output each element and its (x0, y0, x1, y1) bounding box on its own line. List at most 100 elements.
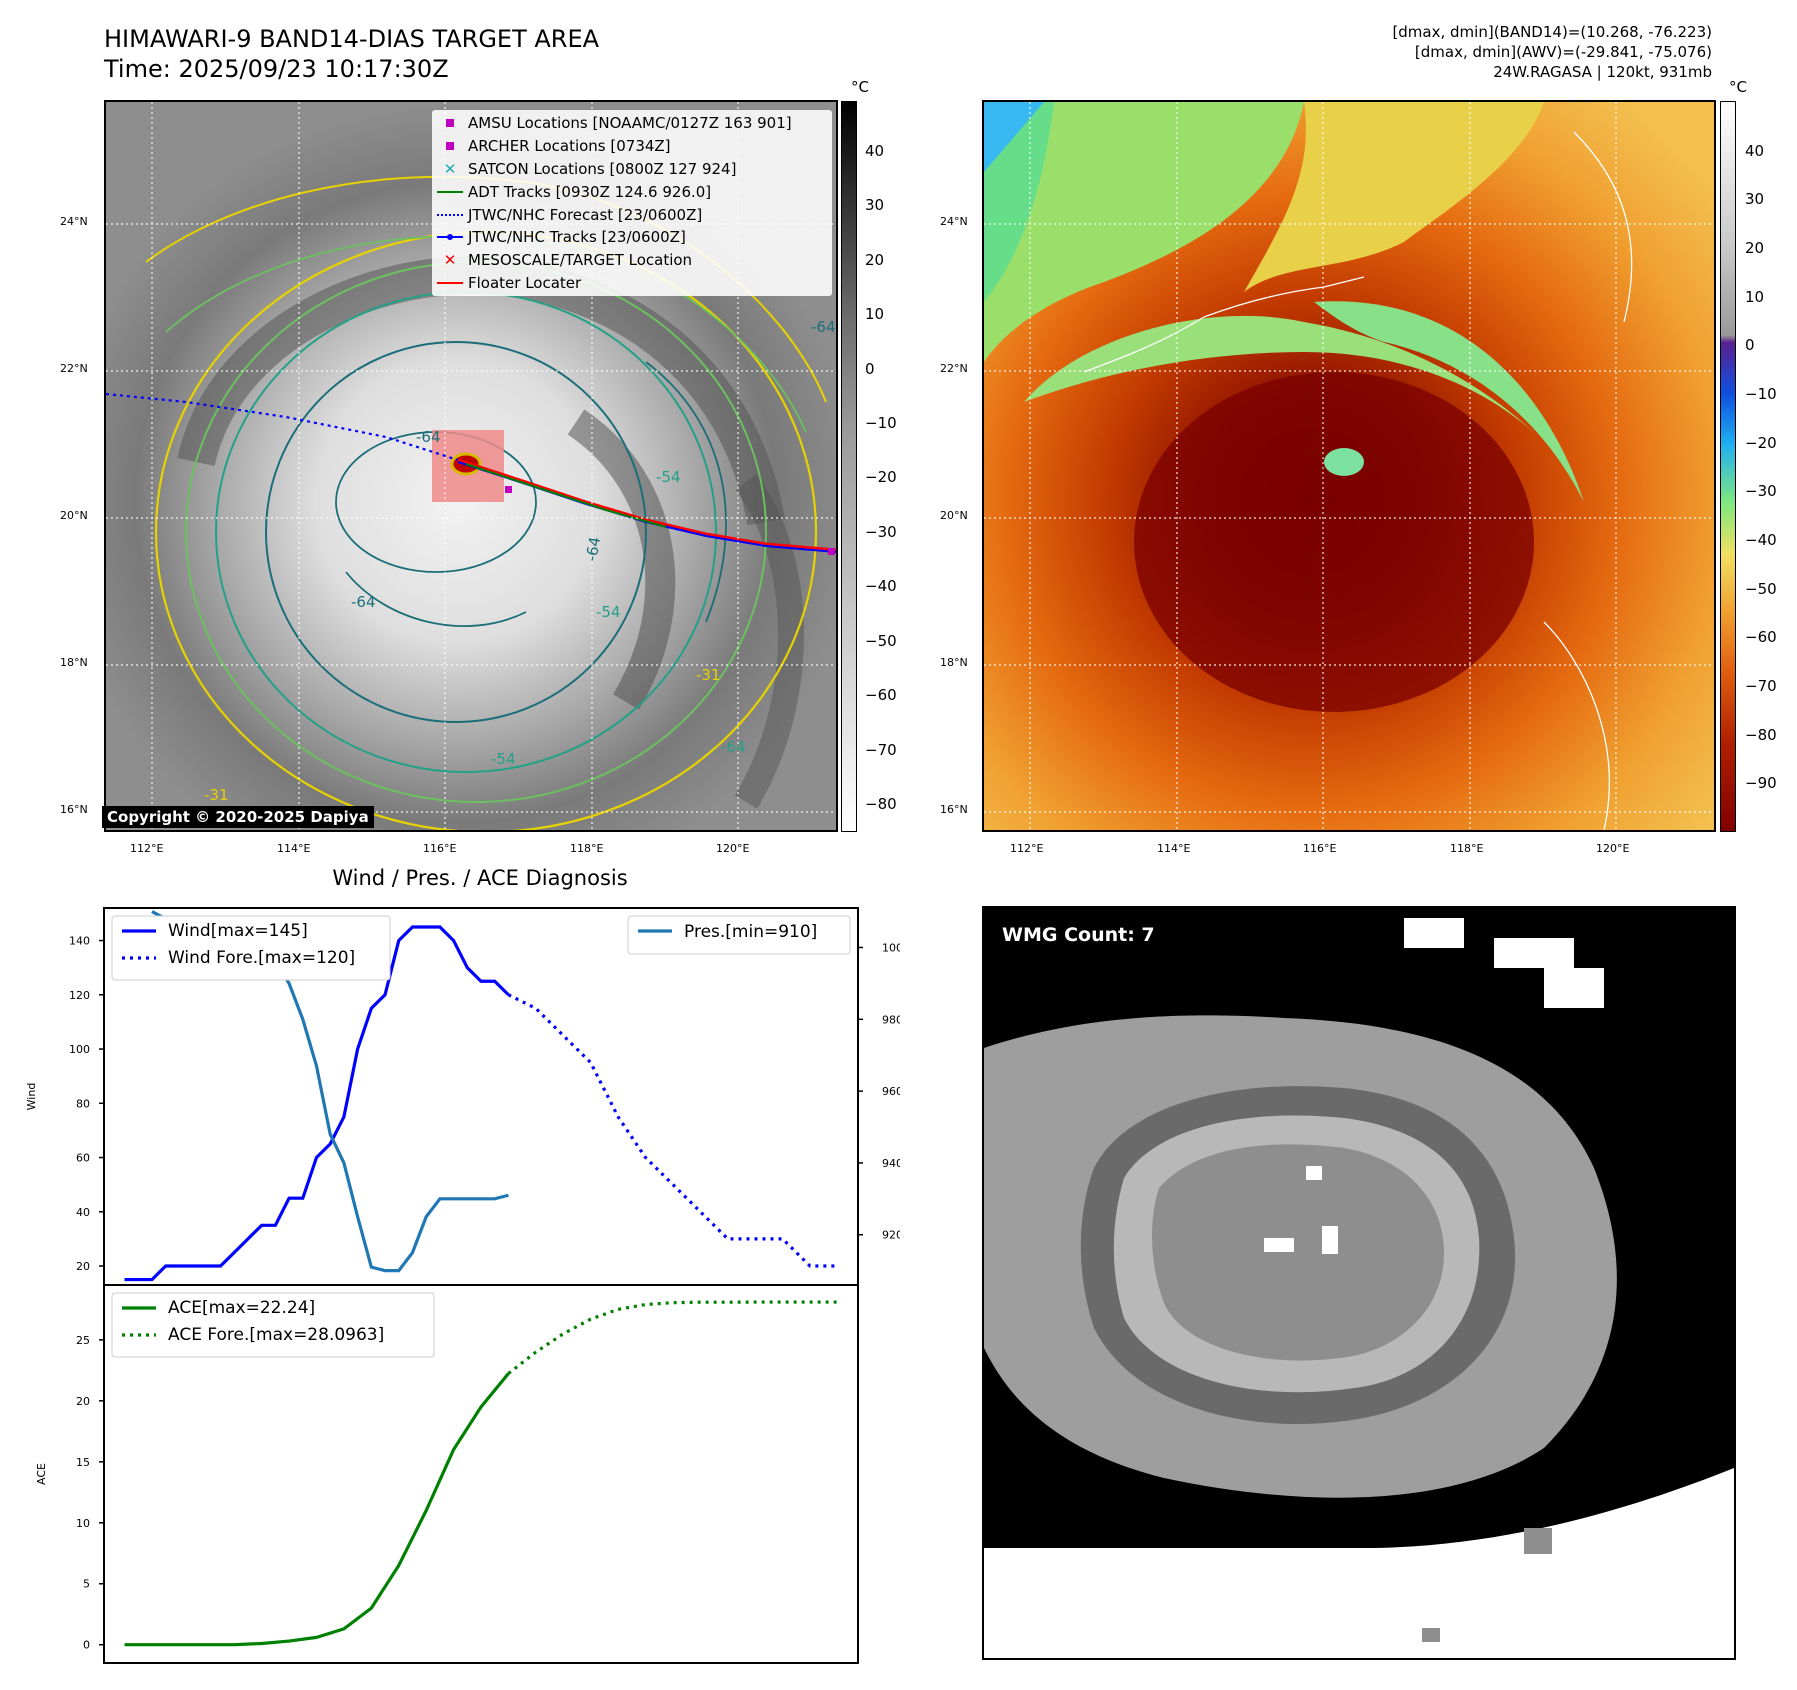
pressure-y-tick-label: 920 (882, 1229, 900, 1242)
lat-label: 18°N (940, 656, 968, 669)
cbar-tick: 30 (1745, 190, 1765, 208)
wind-y-tick-label: 20 (76, 1260, 90, 1273)
lon-label: 112°E (130, 842, 164, 855)
wind-pressure-plot: 20 40 60 80 100 120 140 920 940 960 980 1000 Wind Pre… (25, 907, 900, 1286)
legend-label: ADT Tracks [0930Z 124.6 926.0] (468, 182, 712, 201)
legend-label: MESOSCALE/TARGET Location (468, 251, 693, 270)
cbar-tick: 10 (865, 305, 885, 323)
ace-plot: 0 5 10 15 20 25 ACE ACE[max=22.24] ACE Fore.[max… (35, 1284, 859, 1664)
legend-label: JTWC/NHC Forecast [23/0600Z] (468, 205, 703, 224)
cbar-tick: 0 (865, 360, 875, 378)
wmg-svg (984, 908, 1734, 1642)
ace-y-tick-label: 5 (83, 1578, 90, 1591)
cbar-tick: −10 (1745, 385, 1777, 403)
pressure-y-tick-label: 960 (882, 1085, 900, 1098)
cbar-tick: −80 (1745, 726, 1777, 744)
lat-label: 22°N (60, 362, 88, 375)
legend-item-adt: ADT Tracks [0930Z 124.6 926.0] (432, 180, 832, 203)
enhanced-ir-panel (982, 100, 1716, 832)
pressure-y-tick-label: 1000 (882, 941, 900, 954)
wind-axis-label: Wind (25, 1083, 38, 1111)
cbar-tick: 20 (1745, 239, 1765, 257)
wind-y-tick-label: 80 (76, 1097, 90, 1110)
contour-labels: -64 -64 -64 -54 -54 -54 -31 -31 -64 -64 (204, 318, 836, 804)
legend-item-floater: Floater Locater (432, 272, 832, 295)
ace-y-tick-label: 15 (76, 1456, 90, 1469)
left-colorbar-unit: °C (851, 78, 869, 96)
lon-label: 116°E (423, 842, 457, 855)
cbar-tick: −70 (1745, 677, 1777, 695)
legend-label: Pres.[min=910] (684, 922, 817, 942)
lat-label: 16°N (60, 803, 88, 816)
lon-label: 114°E (1157, 842, 1191, 855)
pressure-legend: Pres.[min=910] (627, 915, 851, 955)
ace-y-tick-label: 25 (76, 1334, 90, 1347)
wind-y-tick-label: 60 (76, 1152, 90, 1165)
cbar-tick: −40 (1745, 531, 1777, 549)
legend-label: AMSU Locations [NOAAMC/0127Z 163 901] (468, 114, 792, 133)
cbar-tick: 10 (1745, 288, 1765, 306)
lon-label: 118°E (1450, 842, 1484, 855)
legend-label: ARCHER Locations [0734Z] (468, 137, 671, 156)
legend-label: Floater Locater (468, 273, 582, 292)
legend-label: ACE[max=22.24] (168, 1298, 315, 1318)
info-line-1: [dmax, dmin](BAND14)=(10.268, -76.223) (1392, 23, 1712, 41)
lat-label: 20°N (940, 509, 968, 522)
cbar-tick: −50 (865, 632, 897, 650)
legend-item-mesoscale: ✕ MESOSCALE/TARGET Location (432, 249, 832, 272)
contour-label: -64 (582, 535, 604, 562)
ace-series-line-0 (124, 1372, 510, 1647)
lat-label: 24°N (60, 215, 88, 228)
ace-axis-label: ACE (35, 1463, 48, 1485)
dotted-line-icon (432, 213, 468, 216)
right-colorbar-unit: °C (1729, 78, 1747, 96)
ace-legend: ACE[max=22.24] ACE Fore.[max=28.0963] (111, 1292, 435, 1358)
copyright-text: Copyright © 2020-2025 Dapiya (102, 806, 374, 828)
contour-label: -54 (491, 750, 516, 768)
diagnosis-title: Wind / Pres. / ACE Diagnosis (332, 866, 627, 890)
cbar-tick: −10 (865, 414, 897, 432)
lat-label: 18°N (60, 656, 88, 669)
contour-label: -31 (204, 786, 229, 804)
figure-title: HIMAWARI-9 BAND14-DIAS TARGET AREA Time:… (104, 24, 599, 84)
contour-label: -64 (721, 738, 746, 756)
wind-y-tick-label: 120 (69, 989, 90, 1002)
cbar-tick: −30 (865, 523, 897, 541)
wind-legend: Wind[max=145] Wind Fore.[max=120] (111, 915, 391, 981)
legend-item-satcon: ✕ SATCON Locations [0800Z 127 924] (432, 158, 832, 181)
wind-y-tick-label: 100 (69, 1043, 90, 1056)
title-line-2: Time: 2025/09/23 10:17:30Z (104, 55, 449, 83)
lon-label: 116°E (1303, 842, 1337, 855)
wind-y-tick-label: 40 (76, 1206, 90, 1219)
cbar-tick: −90 (1745, 774, 1777, 792)
ace-series-line-1 (507, 1300, 838, 1375)
cbar-tick: 40 (865, 142, 885, 160)
square-marker-icon (432, 142, 468, 151)
contour-label: -64 (811, 318, 836, 336)
ace-y-tick-label: 10 (76, 1517, 90, 1530)
pressure-legend-box (627, 915, 851, 955)
cbar-tick: −20 (865, 468, 897, 486)
legend-label: JTWC/NHC Tracks [23/0600Z] (468, 228, 686, 247)
legend-label: SATCON Locations [0800Z 127 924] (468, 159, 737, 178)
lon-label: 112°E (1010, 842, 1044, 855)
cbar-tick: −80 (865, 795, 897, 813)
series-line-1 (507, 993, 838, 1268)
ace-y-tick-label: 0 (83, 1639, 90, 1652)
right-colorbar (1720, 101, 1736, 832)
line-dot-icon (432, 234, 468, 241)
title-line-1: HIMAWARI-9 BAND14-DIAS TARGET AREA (104, 25, 600, 53)
series-line-0 (124, 925, 510, 1282)
line-marker-icon (432, 190, 468, 193)
cbar-tick: −20 (1745, 434, 1777, 452)
lon-label: 114°E (277, 842, 311, 855)
storm-info: [dmax, dmin](BAND14)=(10.268, -76.223) [… (1392, 22, 1712, 82)
pressure-y-tick-label: 980 (882, 1013, 900, 1026)
cbar-tick: −60 (1745, 628, 1777, 646)
cbar-tick: −60 (865, 686, 897, 704)
enhanced-ir-svg (984, 102, 1714, 830)
cbar-tick: 20 (865, 251, 885, 269)
contour-label: -64 (351, 593, 376, 611)
map-legend: AMSU Locations [NOAAMC/0127Z 163 901] AR… (432, 110, 832, 297)
wind-legend-box (111, 915, 391, 981)
